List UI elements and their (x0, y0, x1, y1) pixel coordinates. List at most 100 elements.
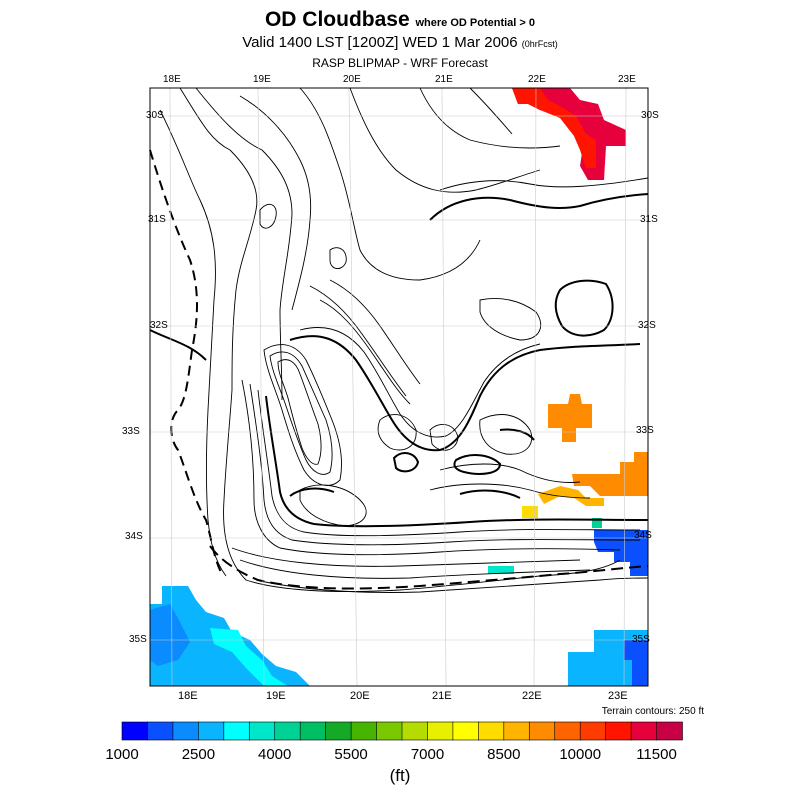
lon-label-bottom: 23E (608, 690, 628, 702)
contour (195, 87, 293, 401)
patch-bottom-left-dark (150, 604, 190, 666)
colorbar-swatch (528, 721, 556, 741)
contour (329, 247, 347, 269)
lat-label-right: 30S (641, 110, 659, 121)
lon-label-top: 18E (163, 74, 181, 85)
patch-cyan-small (488, 566, 514, 574)
ridge-contour (277, 359, 322, 465)
contour (179, 87, 621, 592)
ridge-contour (453, 454, 502, 475)
contour (419, 87, 561, 149)
colorbar-tick-label: 5500 (334, 746, 367, 763)
contour (349, 87, 541, 193)
ridge-contour (231, 547, 581, 567)
colorbar-ticks: 1000 2500 4000 5500 7000 8500 10000 11500 (105, 746, 676, 763)
ridge-contour (499, 428, 535, 441)
ridge-contour (377, 414, 417, 451)
forecast-tag: (0hrFcst) (521, 39, 558, 49)
source-label: RASP BLIPMAP - WRF Forecast (312, 56, 488, 70)
ridge-contour (257, 389, 641, 537)
patch-high-red (512, 88, 626, 180)
colorbar-tick-label: 11500 (636, 746, 677, 763)
patch-orange2 (572, 452, 648, 496)
ridge-contour (429, 483, 591, 499)
ridge-contour (255, 577, 649, 593)
colorbar-swatch (554, 721, 581, 741)
contour (159, 109, 227, 577)
lat-label-right: 32S (638, 320, 656, 331)
contour (554, 279, 614, 337)
colorbar-swatch (656, 721, 683, 741)
colorbar-swatch (172, 721, 200, 741)
patch-orange3 (538, 486, 604, 506)
lon-label-top: 21E (435, 74, 453, 85)
contour (429, 193, 649, 221)
colorbar-tick-label: 2500 (182, 746, 215, 763)
ridge-contour (289, 335, 641, 452)
lon-label-bottom: 18E (178, 690, 198, 702)
lat-label-left: 35S (129, 634, 147, 645)
lat-label-left: 33S (122, 426, 140, 437)
colorbar-swatch (478, 721, 505, 741)
lat-label-left: 34S (125, 531, 143, 542)
colorbar-swatch (630, 721, 658, 741)
colorbar-tick-label: 8500 (487, 746, 520, 763)
colorbar-swatch (274, 721, 301, 741)
lat-label-left: 30S (146, 110, 164, 121)
lat-label-right: 33S (636, 425, 654, 436)
lat-label-right: 35S (632, 634, 650, 645)
ridge-contour (289, 487, 335, 497)
colorbar-swatch (350, 721, 378, 741)
ridge-contour (241, 379, 621, 556)
colorbar-swatch (147, 721, 174, 741)
lat-label-left: 32S (150, 320, 168, 331)
colorbar-swatch (605, 721, 632, 741)
colorbar-swatch (223, 721, 251, 741)
patch-orange (548, 394, 592, 442)
contour (299, 87, 481, 281)
ridge-contour (429, 423, 459, 451)
coast (209, 545, 649, 590)
lat-label-right: 31S (640, 214, 658, 225)
colorbar-swatch (325, 721, 352, 741)
ridge-contour (263, 344, 343, 486)
lon-label-bottom: 19E (266, 690, 286, 702)
ridge-contour (299, 484, 367, 527)
lon-label-top: 19E (253, 74, 271, 85)
ridge-contour (329, 279, 421, 385)
ridge-contour (319, 299, 411, 405)
title-condition: where OD Potential > 0 (415, 17, 536, 29)
ridge-contour (299, 327, 541, 438)
colorbar-tick-label: 1000 (105, 746, 138, 763)
contour (439, 177, 649, 191)
lon-label-bottom: 20E (350, 690, 370, 702)
lon-label-top: 20E (343, 74, 361, 85)
map-frame (149, 87, 649, 687)
graticule (150, 87, 648, 687)
colorbar-swatch (579, 721, 607, 741)
colorbar-swatch (376, 721, 403, 741)
ridge-contour (479, 414, 533, 455)
colorbar-swatch (452, 721, 480, 741)
lon-label-bottom: 22E (522, 690, 542, 702)
patch-bottom-right-dark (624, 640, 648, 686)
lat-label-left: 31S (148, 214, 166, 225)
lat-label-right: 34S (634, 530, 652, 541)
colorbar-units: (ft) (389, 766, 411, 785)
ridge-contour (439, 463, 581, 483)
colorbar-tick-label: 4000 (258, 746, 291, 763)
colorbar-tick-label: 7000 (411, 746, 444, 763)
patch-high-red2 (512, 88, 596, 168)
patch-bottom-left-cyan (210, 628, 288, 686)
ridge-contour (239, 559, 591, 579)
patch-blue (594, 530, 648, 576)
valid-time: Valid 1400 LST [1200Z] WED 1 Mar 2006 (0… (0, 34, 800, 51)
contour (149, 329, 207, 361)
contour (239, 95, 312, 311)
valid-text: Valid 1400 LST [1200Z] WED 1 Mar 2006 (242, 34, 518, 51)
title-text: OD Cloudbase (264, 8, 410, 31)
contour (259, 203, 277, 229)
ridge-contour (392, 452, 420, 473)
colorbar-swatch (198, 721, 225, 741)
